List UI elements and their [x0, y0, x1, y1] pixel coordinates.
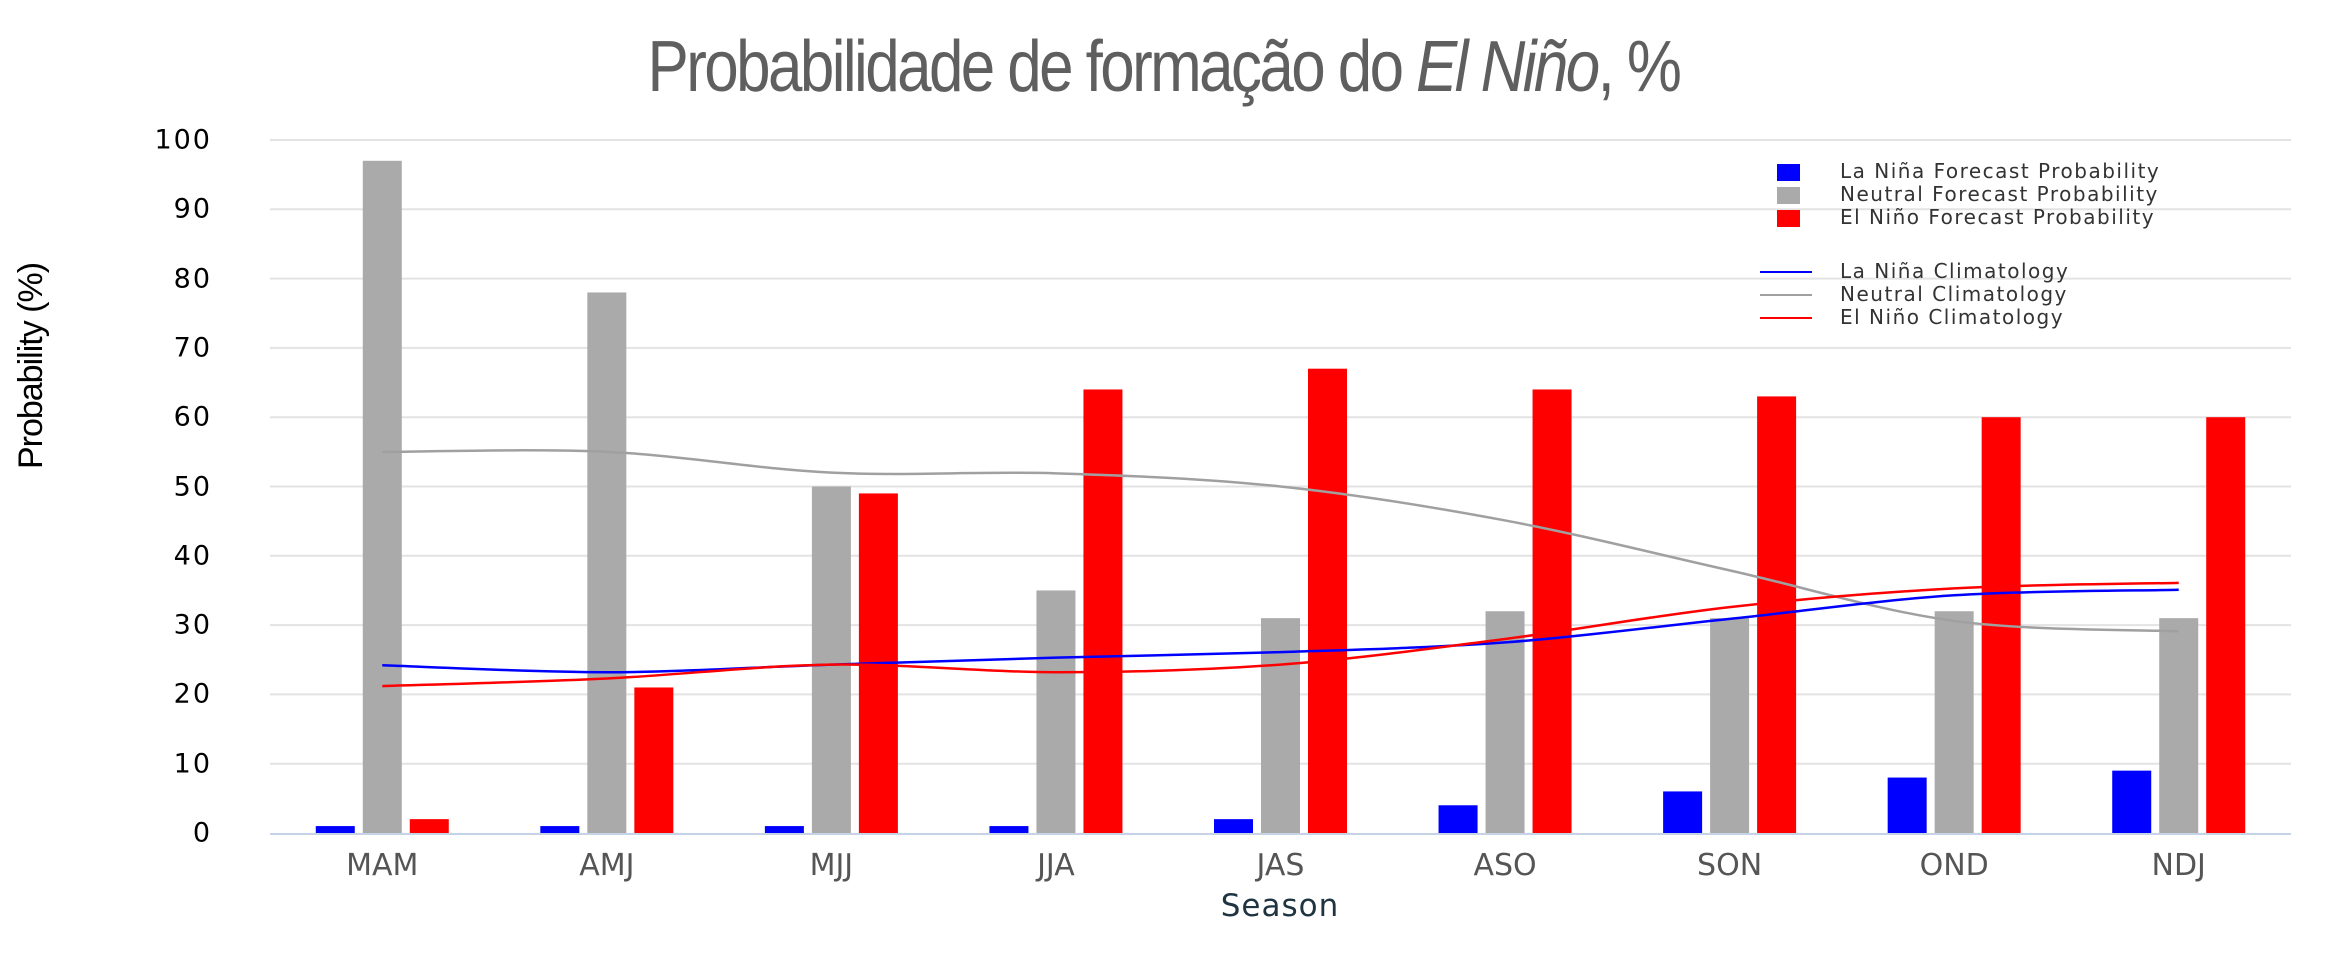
x-tick-label: ASO — [1473, 848, 1537, 883]
y-tick-label: 20 — [173, 678, 212, 710]
bar — [811, 486, 851, 833]
legend-line-icon — [1760, 317, 1812, 319]
bar — [1934, 611, 1974, 833]
bar — [409, 819, 449, 833]
climatology-line — [382, 449, 2179, 633]
bar — [1261, 618, 1300, 833]
bar — [989, 826, 1029, 833]
legend-label: El Niño Forecast Probability — [1840, 205, 2156, 229]
legend-swatch-icon — [1777, 210, 1800, 227]
x-tick-label: NDJ — [2151, 848, 2206, 883]
climatology-lines — [382, 449, 2179, 688]
x-tick-label: SON — [1697, 848, 1763, 883]
bars — [315, 160, 2246, 834]
bar — [540, 826, 580, 833]
title-suffix: , % — [1597, 27, 1682, 107]
title-prefix: Probabilidade de formação do — [647, 27, 1417, 107]
y-tick-label: 70 — [173, 332, 212, 364]
legend-label: Neutral Forecast Probability — [1840, 182, 2159, 206]
bar — [587, 292, 627, 834]
climatology-line — [382, 581, 2179, 688]
legend-swatch-icon — [1777, 164, 1800, 181]
bar — [1710, 618, 1750, 833]
bar — [1036, 590, 1076, 833]
y-tick-label: 0 — [192, 817, 212, 849]
x-tick-label: JJA — [1037, 848, 1075, 883]
x-tick-label: OND — [1919, 848, 1989, 883]
x-tick-label: MAM — [346, 848, 419, 883]
y-tick-label: 80 — [173, 263, 212, 295]
x-tick-label: JAS — [1256, 848, 1305, 883]
bar — [2159, 618, 2199, 833]
bar — [1663, 791, 1703, 833]
bar — [634, 687, 674, 833]
legend-label: El Niño Climatology — [1840, 305, 2065, 329]
bar — [764, 826, 804, 833]
bar — [1308, 368, 1347, 833]
legend-swatch-icon — [1777, 187, 1800, 204]
x-tick-label: AMJ — [579, 848, 635, 883]
bar — [1214, 819, 1253, 833]
legend-label: Neutral Climatology — [1840, 282, 2068, 306]
y-tick-label: 90 — [173, 193, 212, 225]
legend-line-icon — [1760, 294, 1812, 296]
bar — [1485, 611, 1525, 833]
bar — [1887, 777, 1927, 833]
y-tick-label: 40 — [173, 540, 212, 572]
y-tick-label: 100 — [154, 124, 212, 156]
bar — [2206, 417, 2246, 833]
chart-title: Probabilidade de formação do El Niño, % — [163, 26, 2164, 108]
x-axis-label: Season — [1220, 888, 1340, 924]
x-tick-label: MJJ — [809, 848, 854, 883]
y-tick-label: 30 — [173, 609, 212, 641]
title-italic: El Niño — [1416, 27, 1600, 107]
legend-label: La Niña Forecast Probability — [1840, 159, 2161, 183]
bar — [315, 826, 355, 833]
bar — [362, 160, 402, 834]
y-tick-label: 50 — [173, 471, 212, 502]
legend-label: La Niña Climatology — [1840, 259, 2070, 283]
bar — [1532, 389, 1572, 833]
climatology-line — [382, 588, 2179, 674]
bar — [1083, 389, 1123, 833]
bar — [1438, 805, 1478, 833]
y-tick-label: 60 — [173, 401, 212, 433]
bar — [2112, 770, 2152, 833]
y-tick-label: 10 — [173, 748, 212, 780]
legend-line-icon — [1760, 271, 1812, 273]
